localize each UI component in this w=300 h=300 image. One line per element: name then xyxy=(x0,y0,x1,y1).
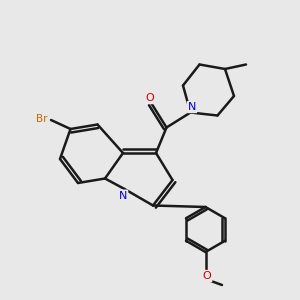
Text: O: O xyxy=(146,93,154,103)
Text: Br: Br xyxy=(36,113,48,124)
Text: N: N xyxy=(119,190,127,201)
Text: O: O xyxy=(202,271,211,281)
Text: N: N xyxy=(188,102,196,112)
